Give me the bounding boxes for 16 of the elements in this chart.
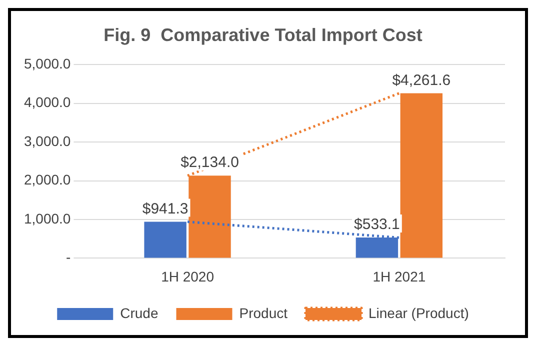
x-tick-label: 1H 2020 [161, 268, 214, 284]
legend-label: Crude [120, 304, 158, 321]
legend-label: Product [239, 304, 288, 321]
legend-label: Linear (Product) [368, 304, 469, 321]
y-tick-label: 3,000.0 [24, 132, 71, 149]
y-tick-label: 2,000.0 [24, 172, 71, 188]
data-label: $533.1 [354, 216, 400, 234]
x-tick-label: 1H 2021 [372, 268, 426, 284]
chart-title: Fig. 9 Comparative Total Import Cost [104, 24, 422, 45]
y-tick-label: 5,000.0 [24, 55, 71, 72]
y-tick-label: 1,000.0 [24, 210, 71, 226]
data-label: $941.3 [142, 200, 188, 218]
data-label: $4,261.6 [392, 72, 451, 89]
y-tick-label: - [66, 249, 72, 266]
y-tick-label: 4,000.0 [24, 94, 71, 110]
data-label: $2,134.0 [180, 154, 239, 172]
